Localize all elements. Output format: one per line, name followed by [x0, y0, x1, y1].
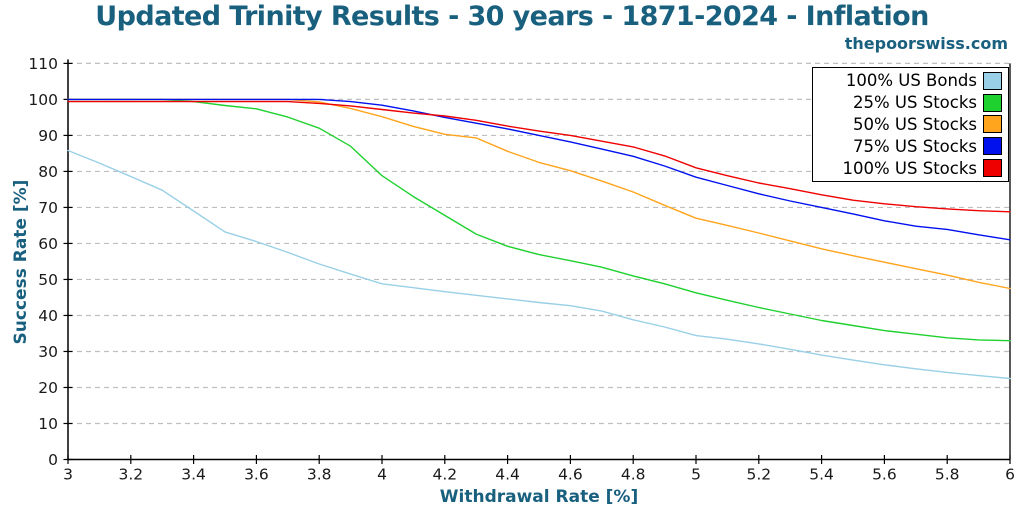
y-axis-label: Success Rate [%] — [11, 179, 31, 345]
x-tick-label: 3.4 — [181, 466, 206, 484]
legend: 100% US Bonds 25% US Stocks 50% US Stocks 7… — [812, 67, 1009, 182]
x-tick-label: 3.8 — [307, 466, 332, 484]
y-tick-label: 50 — [38, 271, 58, 289]
legend-item: 50% US Stocks — [817, 115, 1002, 134]
x-tick-label: 4.2 — [432, 466, 457, 484]
y-tick-label: 60 — [38, 235, 58, 253]
x-tick-label: 3.2 — [118, 466, 143, 484]
site-watermark: thepoorswiss.com — [844, 34, 1008, 53]
legend-label: 25% US Stocks — [853, 93, 977, 113]
y-tick-label: 30 — [38, 343, 58, 361]
y-tick-label: 80 — [38, 163, 58, 181]
y-tick-label: 100 — [28, 91, 58, 109]
x-tick-label: 5.8 — [935, 466, 960, 484]
y-tick-label: 0 — [48, 451, 58, 469]
x-tick-label: 5.6 — [872, 466, 897, 484]
x-tick-label: 4.6 — [558, 466, 583, 484]
y-tick-label: 10 — [38, 415, 58, 433]
legend-item: 100% US Stocks — [817, 159, 1002, 178]
x-tick-label: 3 — [63, 466, 73, 484]
series-line-100-us-stocks — [67, 100, 1011, 213]
legend-label: 100% US Bonds — [845, 71, 977, 91]
legend-label: 50% US Stocks — [853, 114, 977, 134]
y-tick-label: 20 — [38, 379, 58, 397]
y-tick-label: 90 — [38, 127, 58, 145]
x-tick-label: 5 — [691, 466, 701, 484]
y-tick-label: 110 — [28, 55, 58, 73]
y-tick-label: 70 — [38, 199, 58, 217]
legend-item: 25% US Stocks — [817, 93, 1002, 112]
legend-swatch — [983, 137, 1002, 156]
legend-label: 75% US Stocks — [853, 136, 977, 156]
x-tick-label: 6 — [1005, 466, 1015, 484]
x-tick-label: 5.4 — [809, 466, 834, 484]
legend-item: 75% US Stocks — [817, 137, 1002, 156]
legend-label: 100% US Stocks — [842, 158, 977, 178]
x-tick-label: 4.8 — [621, 466, 646, 484]
series-line-75-us-stocks — [67, 98, 1011, 241]
x-tick-label: 3.6 — [244, 466, 269, 484]
x-axis-label: Withdrawal Rate [%] — [439, 487, 639, 507]
legend-swatch — [983, 159, 1002, 178]
legend-item: 100% US Bonds — [817, 71, 1002, 90]
legend-swatch — [983, 115, 1002, 134]
x-tick-label: 4 — [377, 466, 387, 484]
chart-title: Updated Trinity Results - 30 years - 187… — [95, 1, 929, 32]
series-line-25-us-stocks — [67, 98, 1011, 342]
legend-swatch — [983, 93, 1002, 112]
series-line-100-us-bonds — [67, 149, 1011, 380]
legend-swatch — [983, 71, 1002, 90]
y-tick-label: 40 — [38, 307, 58, 325]
x-tick-label: 5.2 — [746, 466, 771, 484]
x-tick-label: 4.4 — [495, 466, 520, 484]
